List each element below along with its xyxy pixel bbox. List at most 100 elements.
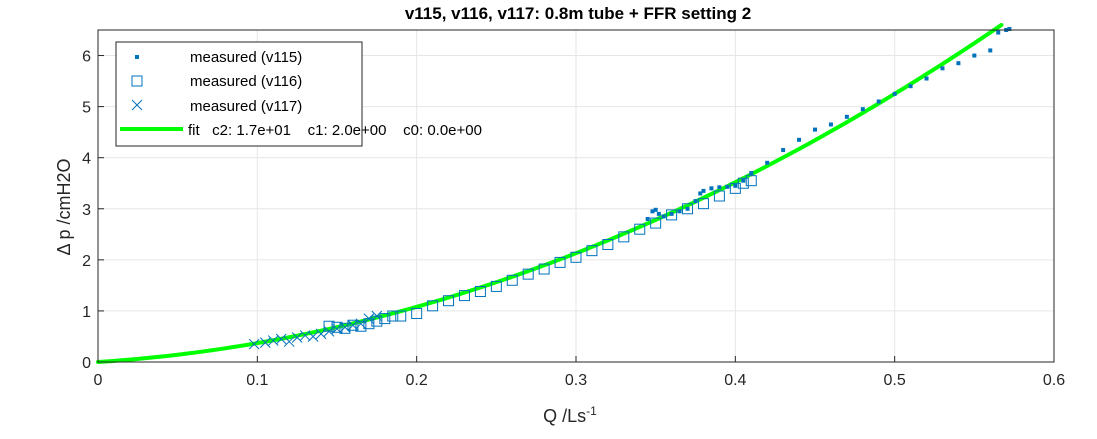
data-point-v116 — [506, 274, 518, 286]
data-point-v117 — [339, 321, 351, 333]
data-point-v115 — [908, 84, 913, 89]
data-point-v117-stroke — [363, 313, 375, 324]
data-point-v116 — [602, 239, 614, 251]
y-tick-label: 3 — [82, 202, 91, 219]
data-point-v116 — [427, 300, 439, 312]
data-point-v115 — [693, 199, 698, 204]
data-point-v116 — [490, 280, 502, 292]
data-point-v117 — [291, 332, 303, 343]
data-point-v115 — [860, 107, 865, 112]
data-point-v116 — [618, 231, 630, 243]
data-point-v117-stroke — [323, 326, 335, 337]
legend-label-v115: measured (v115) — [190, 49, 302, 66]
data-point-v117 — [323, 326, 335, 337]
data-point-v117 — [259, 337, 271, 348]
legend-label-v116: measured (v116) — [190, 73, 302, 90]
x-axis-label-superscript: -1 — [586, 404, 597, 418]
data-point-v115 — [972, 53, 977, 58]
data-point-v115 — [892, 91, 897, 96]
data-point-v115 — [653, 207, 658, 212]
data-point-v115 — [717, 185, 722, 190]
legend: measured (v115) measured (v116) measured… — [115, 41, 482, 147]
data-point-v115 — [765, 160, 770, 165]
data-point-v115 — [725, 184, 730, 189]
data-point-v117-stroke — [267, 335, 279, 346]
legend-label-fit: fit c2: 1.7e+01 c1: 2.0e+00 c0: 0.0e+00 — [188, 122, 482, 139]
data-point-v115 — [1007, 26, 1012, 31]
y-tick-label: 2 — [82, 253, 91, 270]
x-axis-label: Q /Ls-1 — [543, 404, 597, 426]
legend-marker-v117 — [131, 99, 143, 111]
data-point-v116 — [355, 320, 367, 332]
data-point-v115 — [645, 216, 650, 221]
data-point-v115 — [988, 48, 993, 53]
fit-line — [96, 22, 1004, 364]
data-point-v115 — [797, 137, 802, 142]
x-tick-label: 0.4 — [724, 372, 746, 389]
data-point-v116 — [331, 321, 343, 333]
data-point-v117 — [307, 331, 319, 342]
x-tick-label: 0.2 — [406, 372, 428, 389]
data-point-v117-stroke — [315, 328, 327, 340]
data-point-v117-stroke — [275, 333, 287, 345]
y-tick-label: 6 — [82, 49, 91, 66]
data-point-v116 — [713, 190, 725, 202]
data-point-v117 — [315, 328, 327, 340]
data-point-v117-stroke — [339, 321, 351, 333]
data-point-v116 — [682, 203, 694, 215]
data-point-v116 — [737, 177, 749, 189]
data-point-v115 — [709, 186, 714, 191]
data-points — [248, 26, 1012, 350]
data-point-v115 — [956, 61, 961, 66]
data-point-v115 — [656, 211, 661, 216]
data-point-v116 — [650, 217, 662, 229]
data-point-v117-stroke — [355, 318, 367, 330]
data-point-v117 — [275, 333, 287, 345]
x-axis-label-text: Q /Ls — [543, 406, 586, 426]
legend-label-v117: measured (v117) — [190, 98, 302, 115]
data-point-v116 — [387, 310, 399, 322]
x-tick-label: 0.6 — [1043, 372, 1065, 389]
data-point-v115 — [996, 30, 1001, 35]
data-point-v115 — [650, 209, 655, 214]
data-point-v116 — [666, 209, 678, 221]
data-point-v116 — [411, 307, 423, 319]
data-point-v117 — [283, 336, 295, 347]
data-point-v117-stroke — [283, 336, 295, 347]
y-tick-labels: 0 1 2 3 4 5 6 — [82, 49, 91, 372]
data-point-v115 — [924, 76, 929, 81]
data-point-v115 — [781, 148, 786, 153]
data-point-v116 — [395, 310, 407, 322]
data-point-v115 — [677, 209, 682, 214]
data-point-v116 — [634, 223, 646, 235]
data-point-v117 — [363, 313, 375, 324]
axis-ticks — [97, 55, 1055, 363]
data-point-v115 — [741, 178, 746, 183]
data-point-v117-stroke — [259, 337, 271, 348]
data-point-v115 — [940, 66, 945, 71]
x-tick-label: 0 — [94, 372, 103, 389]
data-point-v116 — [697, 198, 709, 210]
data-point-v117 — [248, 338, 260, 350]
data-point-v115 — [733, 183, 738, 188]
data-point-v116 — [538, 263, 550, 275]
data-point-v116 — [458, 290, 470, 302]
data-point-v117-stroke — [307, 331, 319, 342]
data-point-v116 — [474, 286, 486, 298]
data-point-v117-stroke — [291, 332, 303, 343]
x-tick-label: 0.3 — [565, 372, 587, 389]
y-tick-label: 5 — [82, 100, 91, 117]
legend-marker-v115 — [135, 55, 139, 59]
y-tick-label: 4 — [82, 151, 91, 168]
data-point-v115 — [698, 191, 703, 196]
data-point-v116 — [347, 319, 359, 331]
x-tick-labels: 0 0.1 0.2 0.3 0.4 0.5 0.6 — [94, 372, 1066, 389]
y-tick-label: 0 — [82, 355, 91, 372]
data-point-v117-stroke — [347, 319, 359, 331]
fit-layer — [96, 22, 1004, 364]
data-point-v117 — [355, 318, 367, 330]
data-point-v115 — [701, 188, 706, 193]
data-point-v117-stroke — [371, 310, 383, 322]
data-point-v115 — [844, 114, 849, 119]
